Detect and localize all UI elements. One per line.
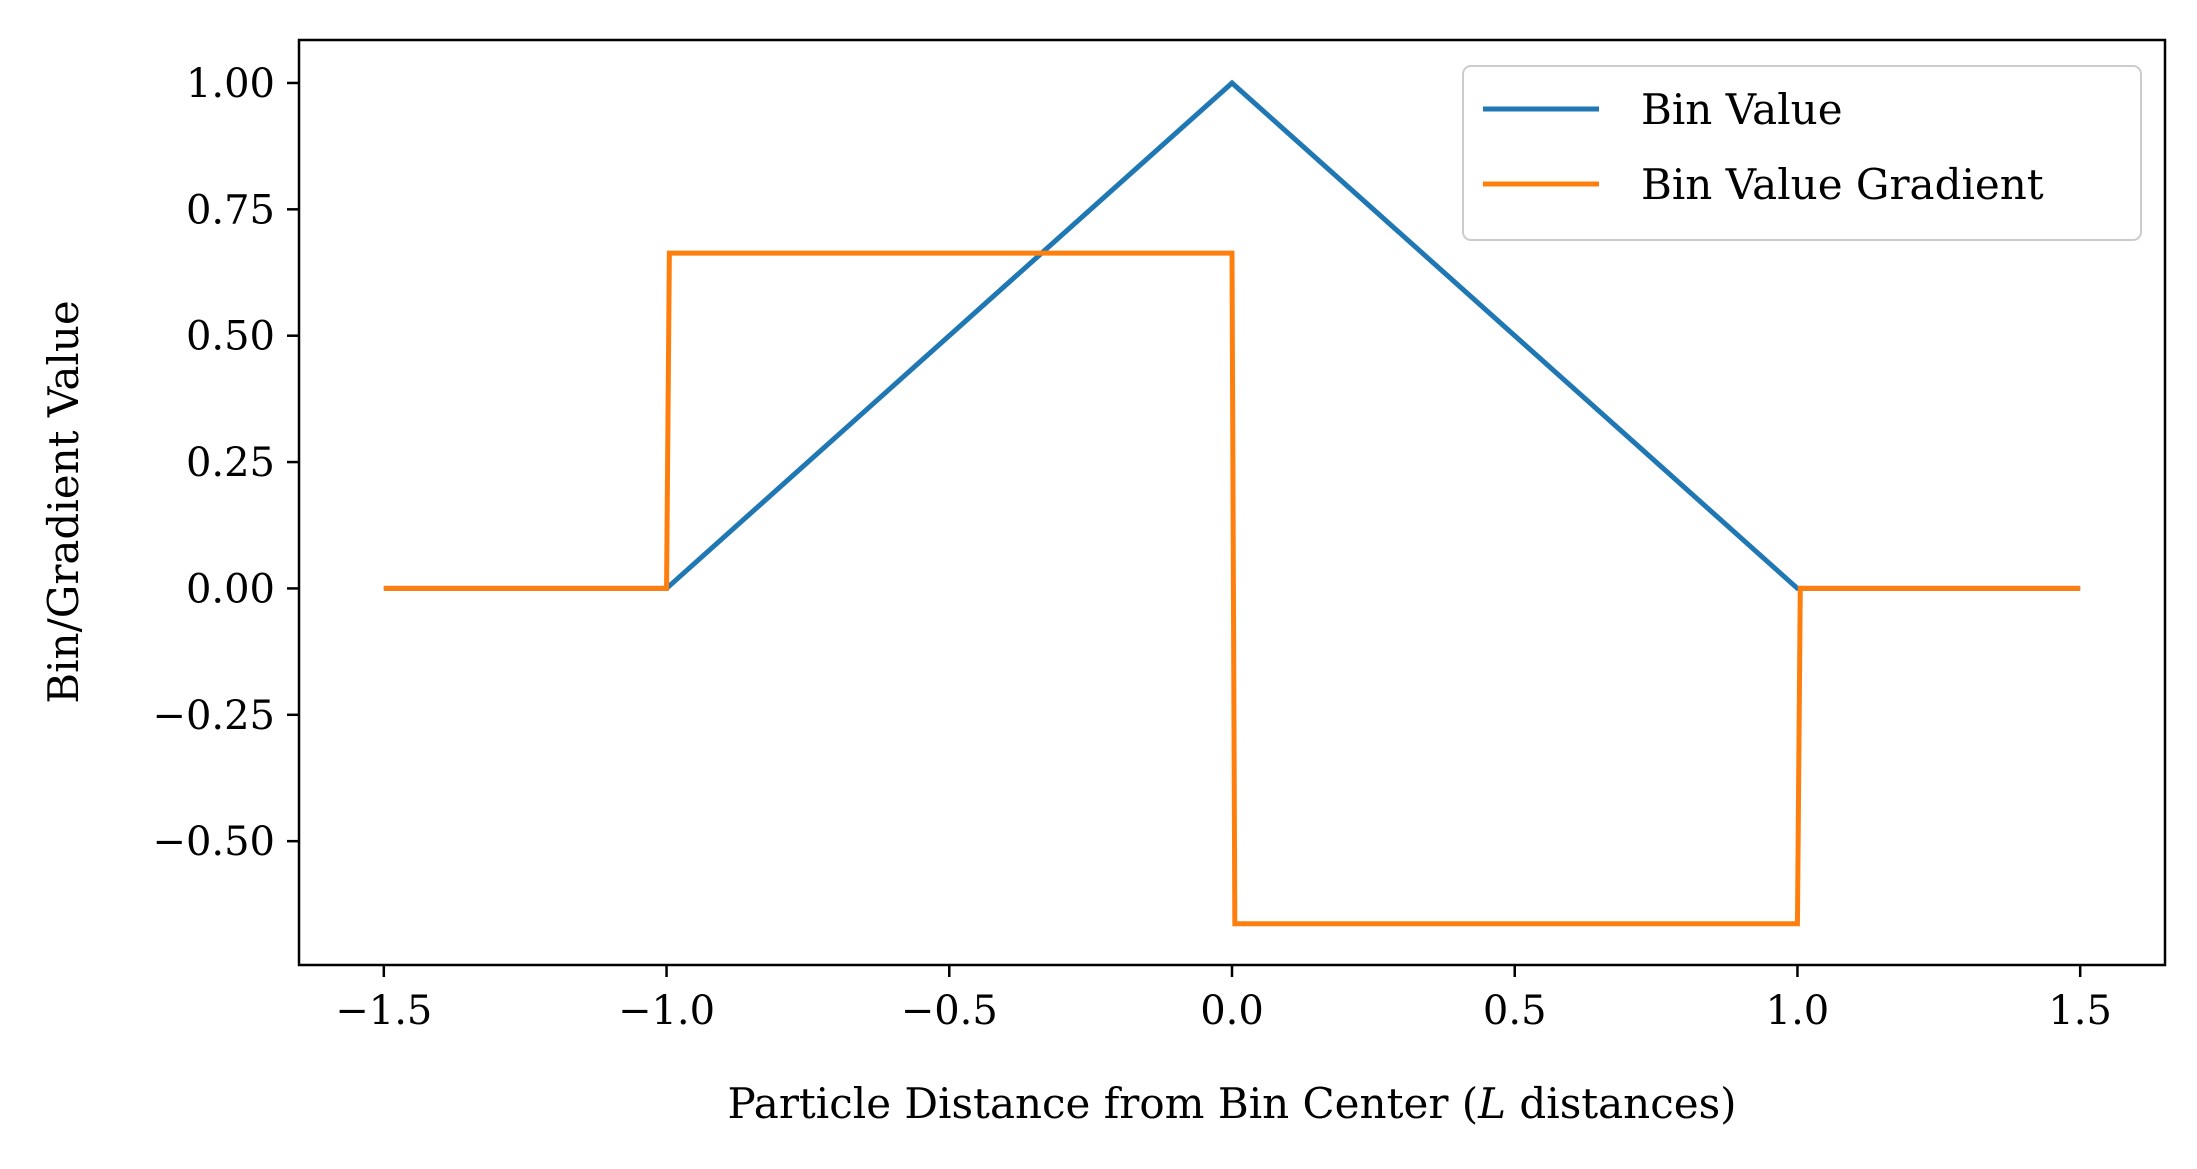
x-axis-label-part-1: Particle Distance from Bin Center ( (727, 1079, 1478, 1128)
y-axis-label: Bin/Gradient Value (39, 300, 88, 703)
series-layer (383, 79, 2081, 927)
y-axis-ticks: 1.00 0.75 0.50 0.25 0.00 −0.25 −0.50 (152, 61, 299, 865)
x-axis-label: Particle Distance from Bin Center (L dis… (727, 1079, 1736, 1128)
y-tick-label: −0.50 (152, 819, 275, 865)
legend: Bin Value Bin Value Gradient (1462, 65, 2142, 241)
x-tick-label: 1.5 (2048, 988, 2112, 1034)
x-tick-label: −1.0 (618, 988, 715, 1034)
y-tick-label: 0.50 (186, 314, 275, 360)
x-tick-label: 1.0 (1766, 988, 1830, 1034)
x-tick-label: 0.5 (1483, 988, 1547, 1034)
y-tick-label: 0.25 (186, 440, 275, 486)
y-tick-label: −0.25 (152, 693, 275, 739)
legend-label-bin-value: Bin Value (1641, 85, 1843, 134)
series-line-bin-value-gradient (383, 250, 2081, 927)
y-tick-label: 0.75 (186, 187, 275, 233)
x-axis-label-variable: L (1477, 1079, 1506, 1128)
x-axis-ticks: −1.5 −1.0 −0.5 0.0 0.5 1.0 1.5 (335, 965, 2112, 1034)
legend-label-bin-value-gradient: Bin Value Gradient (1641, 160, 2044, 209)
x-tick-label: −1.5 (335, 988, 432, 1034)
legend-box (1462, 65, 2142, 241)
y-tick-label: 0.00 (186, 566, 275, 612)
y-tick-label: 1.00 (186, 61, 275, 107)
x-tick-label: 0.0 (1200, 988, 1264, 1034)
x-tick-label: −0.5 (901, 988, 998, 1034)
x-axis-label-part-2: distances) (1506, 1079, 1737, 1128)
